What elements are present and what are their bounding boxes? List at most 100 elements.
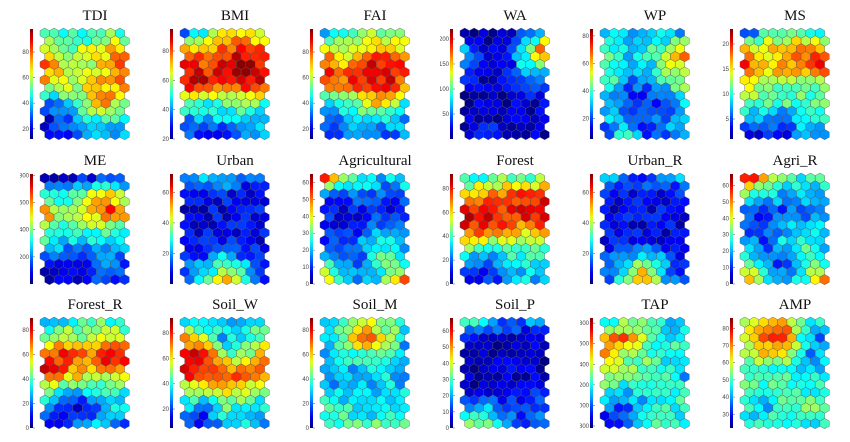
som-node-hex xyxy=(679,274,690,286)
colorbar-tick-label: 40 xyxy=(22,377,29,383)
colorbar-tick-label: 20 xyxy=(442,394,449,400)
colorbar-tick-label: 40 xyxy=(162,382,169,388)
plane-svg: 20 40 60 80 xyxy=(162,27,270,143)
plane-title: Forest_R xyxy=(67,297,123,313)
colorbar-tick-label: 60 xyxy=(582,190,589,196)
component-plane: FAI 20 40 60 80 xyxy=(300,2,440,147)
colorbar-tick-label: 150 xyxy=(440,62,450,68)
plane-svg: 20 40 60 80 xyxy=(162,316,270,430)
plane-svg: 20 40 60 80 xyxy=(302,27,410,141)
colorbar-tick-label: 80 xyxy=(22,328,29,334)
colorbar-tick-label: 40 xyxy=(442,234,449,240)
colorbar-tick-label: 50 xyxy=(302,197,309,203)
som-node-hex xyxy=(539,418,550,430)
plane-title: TAP xyxy=(641,297,669,313)
plane-svg: 200 400 600 800 xyxy=(20,172,130,286)
colorbar xyxy=(30,318,33,428)
colorbar-tick-label: 20 xyxy=(722,249,729,255)
colorbar-tick-label: 400 xyxy=(20,228,30,234)
colorbar-tick-label: 60 xyxy=(722,183,729,189)
colorbar-tick-label: 20 xyxy=(582,251,589,257)
plane-title: WP xyxy=(643,8,667,24)
plane-svg: 0 10 20 30 40 50 60 xyxy=(722,172,830,288)
plane-svg: 0 20 40 60 80 xyxy=(442,172,550,288)
colorbar xyxy=(450,174,453,284)
som-node-hex xyxy=(259,129,270,141)
component-plane: Soil_M 0 20 40 60 80 xyxy=(300,291,440,436)
colorbar-tick-label: 80 xyxy=(162,49,169,55)
component-plane: ME 200 400 600 800 xyxy=(20,147,160,292)
colorbar xyxy=(30,29,33,139)
colorbar-tick-label: 200 xyxy=(440,37,450,43)
colorbar-tick-label: 40 xyxy=(302,377,309,383)
som-node-hex xyxy=(819,129,830,141)
som-node-hex xyxy=(259,274,270,286)
som-node-hex xyxy=(119,418,130,430)
plane-svg: 20 40 60 80 xyxy=(582,27,690,141)
colorbar-tick-label: 40 xyxy=(302,214,309,220)
colorbar xyxy=(170,29,173,139)
component-plane: Forest_R 0 20 40 60 80 xyxy=(20,291,160,436)
colorbar xyxy=(170,174,173,284)
colorbar-tick-label: 600 xyxy=(20,201,30,207)
colorbar-tick-label: 20 xyxy=(162,251,169,257)
colorbar xyxy=(590,174,593,284)
component-plane: Agri_R 0 10 20 30 40 50 60 xyxy=(720,147,850,292)
colorbar-tick-label: 0 xyxy=(26,426,30,432)
colorbar-tick-label: 10 xyxy=(302,265,309,271)
colorbar-tick-label: 60 xyxy=(162,190,169,196)
colorbar-tick-label: 0 xyxy=(726,282,730,288)
plane-title: Forest xyxy=(496,153,534,169)
plane-title: TDI xyxy=(82,8,108,24)
plane-title: Soil_M xyxy=(352,297,398,313)
plane-svg: 800 1000 1200 1400 1600 1800 xyxy=(580,316,690,430)
colorbar-tick-label: 40 xyxy=(22,101,29,107)
plane-title: BMI xyxy=(220,8,250,24)
colorbar-tick-label: 40 xyxy=(442,361,449,367)
colorbar-tick-label: 1400 xyxy=(580,362,590,368)
plane-svg: 20 40 60 80 xyxy=(22,27,130,141)
colorbar-tick-label: 50 xyxy=(442,112,449,118)
plane-svg: 20 40 60 xyxy=(582,172,690,286)
colorbar-tick-label: 40 xyxy=(722,216,729,222)
colorbar-tick-label: 80 xyxy=(302,328,309,334)
component-plane: WP 20 40 60 80 xyxy=(580,2,720,147)
colorbar-tick-label: 60 xyxy=(302,76,309,82)
component-plane: AMP 30 40 50 60 70 80 xyxy=(720,291,850,436)
som-node-hex xyxy=(399,418,410,430)
colorbar-tick-label: 20 xyxy=(442,258,449,264)
colorbar-tick-label: 0 xyxy=(446,282,450,288)
colorbar-tick-label: 60 xyxy=(582,61,589,67)
plane-title: Agricultural xyxy=(338,153,412,169)
colorbar-tick-label: 20 xyxy=(302,402,309,408)
colorbar xyxy=(450,318,453,428)
colorbar-tick-label: 10 xyxy=(722,266,729,272)
colorbar xyxy=(30,174,33,284)
component-plane: MS 5 10 15 20 xyxy=(720,2,850,147)
plane-title: WA xyxy=(503,8,527,24)
component-plane: Forest 0 20 40 60 80 xyxy=(440,147,580,292)
colorbar xyxy=(450,29,453,139)
colorbar-tick-label: 40 xyxy=(722,395,729,401)
plane-title: MS xyxy=(784,8,806,24)
colorbar-tick-label: 80 xyxy=(442,186,449,192)
component-plane: Urban_R 20 40 60 xyxy=(580,147,720,292)
plane-svg: 50 100 150 200 xyxy=(440,27,550,141)
component-plane: BMI 20 40 60 80 xyxy=(160,2,300,147)
colorbar-tick-label: 60 xyxy=(302,353,309,359)
colorbar xyxy=(730,318,733,428)
component-plane: TDI 20 40 60 80 xyxy=(20,2,160,147)
colorbar-tick-label: 1000 xyxy=(580,403,590,409)
colorbar-tick-label: 1800 xyxy=(580,321,590,327)
colorbar-tick-label: 80 xyxy=(162,331,169,337)
som-node-hex xyxy=(399,274,410,286)
colorbar-tick-label: 70 xyxy=(722,344,729,350)
colorbar-tick-label: 50 xyxy=(722,200,729,206)
colorbar-tick-label: 60 xyxy=(442,329,449,335)
colorbar-tick-label: 60 xyxy=(442,210,449,216)
colorbar-tick-label: 800 xyxy=(20,173,30,179)
som-node-hex xyxy=(679,418,690,430)
plane-svg: 0 10 20 30 40 50 60 xyxy=(442,316,550,432)
plane-svg: 5 10 15 20 xyxy=(722,27,830,141)
colorbar-tick-label: 100 xyxy=(440,87,450,93)
